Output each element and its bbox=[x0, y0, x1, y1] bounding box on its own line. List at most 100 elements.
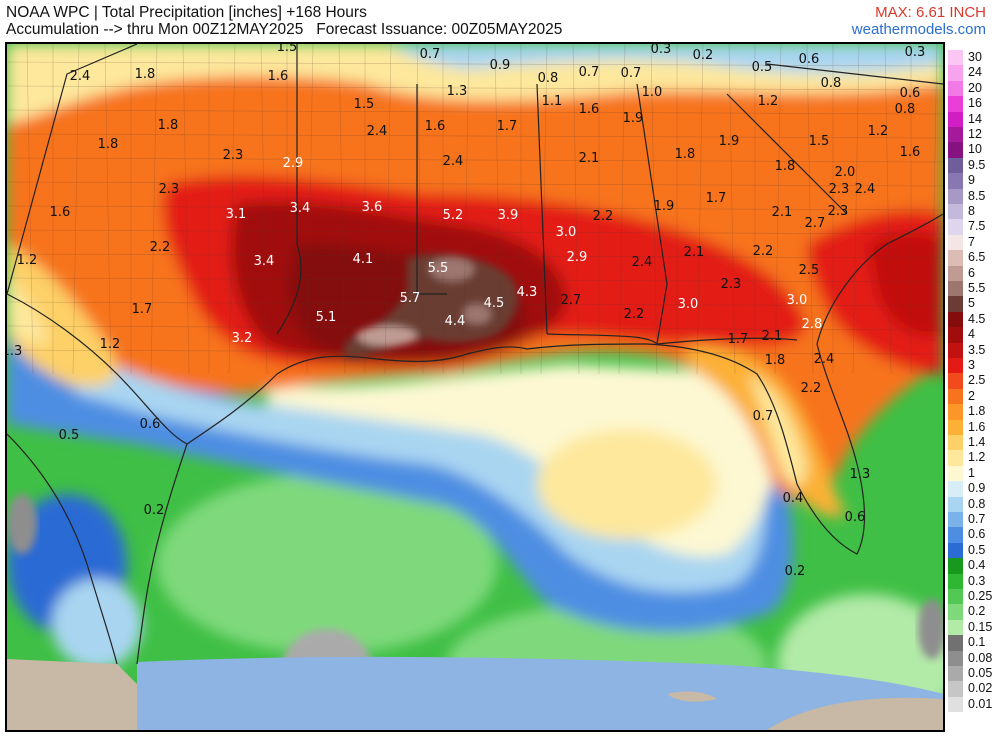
yellow-zone bbox=[537, 429, 717, 539]
legend-entry: 0.5 bbox=[948, 542, 1000, 559]
precip-value-label: 1.5 bbox=[277, 44, 298, 55]
al-ga-border bbox=[636, 83, 668, 345]
legend-entry: 2.5 bbox=[948, 373, 1000, 389]
legend-label: 0.9 bbox=[968, 481, 986, 496]
legend-label: 10 bbox=[968, 142, 982, 157]
legend-label: 0.5 bbox=[968, 542, 986, 557]
legend-label: 8 bbox=[968, 204, 975, 218]
legend-entry: 6 bbox=[948, 265, 1000, 281]
precip-value-label: 3.2 bbox=[232, 331, 253, 346]
precip-value-label: 0.5 bbox=[752, 60, 773, 75]
legend-swatch bbox=[948, 80, 963, 97]
legend-entry: 3 bbox=[948, 358, 1000, 374]
florida-yellow-zone bbox=[747, 374, 807, 487]
precip-map-canvas: 2.4 1.81.51.60.70.90.8 0.7 0.70.3 0.20.50.6 0… bbox=[7, 44, 943, 730]
precip-value-label: 2.2 bbox=[150, 240, 171, 255]
light-blue-patch bbox=[52, 579, 142, 669]
legend-swatch bbox=[948, 619, 963, 636]
legend-entry: 5.5 bbox=[948, 281, 1000, 297]
legend-entry: 5 bbox=[948, 296, 1000, 312]
site-watermark[interactable]: weathermodels.com bbox=[851, 21, 986, 38]
legend-entry: 7.5 bbox=[948, 219, 1000, 235]
legend-entry: 0.8 bbox=[948, 496, 1000, 512]
legend-swatch bbox=[948, 204, 963, 220]
legend-swatch bbox=[948, 435, 963, 451]
legend-entry: 1.8 bbox=[948, 404, 1000, 420]
precip-value-label: 2.7 bbox=[561, 293, 582, 308]
precip-value-label: 1.6 bbox=[268, 69, 289, 84]
legend-swatch bbox=[948, 96, 963, 112]
legend-swatch bbox=[948, 558, 963, 574]
precip-value-label: 0.8 bbox=[538, 71, 559, 86]
legend-swatch bbox=[948, 696, 963, 713]
legend-label: 24 bbox=[968, 65, 982, 80]
precip-value-label: 5.5 bbox=[428, 261, 449, 276]
county-line bbox=[7, 229, 943, 235]
legend-swatch bbox=[948, 589, 963, 605]
legend-swatch bbox=[948, 311, 963, 328]
mexico-dry-patch bbox=[7, 494, 37, 554]
legend-label: 0.3 bbox=[968, 573, 986, 588]
map-title: NOAA WPC | Total Precipitation [inches] … bbox=[6, 4, 367, 21]
texas-coast-west bbox=[7, 293, 188, 445]
legend-label: 20 bbox=[968, 80, 982, 95]
legend-label: 5 bbox=[968, 296, 975, 311]
max-light-brown bbox=[463, 304, 491, 324]
precip-value-label: 1.2 bbox=[100, 337, 121, 352]
nc-border bbox=[766, 63, 943, 85]
precip-value-label: 2.2 bbox=[593, 209, 614, 224]
legend-label: 5.5 bbox=[968, 281, 986, 295]
precip-value-label: 0.5 bbox=[59, 428, 80, 443]
precip-value-label: 2.4 bbox=[855, 182, 876, 197]
county-line bbox=[7, 301, 943, 307]
fl-panhandle-border bbox=[546, 333, 658, 345]
legend-label: 6 bbox=[968, 265, 975, 280]
west-pale-zone bbox=[7, 274, 47, 344]
county-line bbox=[72, 44, 80, 375]
county-grid bbox=[7, 44, 943, 375]
legend-entry: 8 bbox=[948, 204, 1000, 220]
precip-value-label: 1.2 bbox=[868, 124, 889, 139]
county-line bbox=[696, 44, 704, 375]
tx-la-border bbox=[276, 44, 302, 335]
precip-value-label: 2.1 bbox=[579, 151, 600, 166]
tx-panhandle-edge bbox=[7, 44, 138, 295]
precip-value-label: 0.7 bbox=[420, 47, 441, 62]
precip-value-label: 1.3 bbox=[7, 344, 22, 359]
legend-entry: 0.01 bbox=[948, 696, 1000, 713]
precip-value-label: 0.9 bbox=[490, 58, 511, 73]
legend-label: 0.6 bbox=[968, 527, 986, 542]
legend-entry: 20 bbox=[948, 80, 1000, 97]
county-line bbox=[7, 277, 943, 283]
legend-label: 2 bbox=[968, 388, 975, 403]
precip-value-label: 1.0 bbox=[642, 85, 663, 100]
precip-value-label: 0.3 bbox=[905, 45, 926, 60]
county-line bbox=[806, 44, 814, 375]
value-labels: 2.4 1.81.51.60.70.90.8 0.7 0.70.3 0.20.50.6 0… bbox=[7, 44, 925, 579]
legend-swatch bbox=[948, 250, 963, 266]
legend-entry: 14 bbox=[948, 111, 1000, 127]
legend-swatch bbox=[948, 188, 963, 204]
legend-swatch bbox=[948, 681, 963, 697]
legend-label: 1 bbox=[968, 465, 975, 480]
legend-swatch bbox=[948, 373, 963, 389]
legend-label: 12 bbox=[968, 127, 982, 141]
precip-value-label: 0.6 bbox=[900, 86, 921, 101]
legend-label: 1.4 bbox=[968, 435, 986, 449]
county-line bbox=[774, 44, 782, 375]
precip-value-label: 2.5 bbox=[799, 263, 820, 278]
legend-swatch bbox=[948, 327, 963, 343]
precip-value-label: 1.7 bbox=[497, 119, 518, 134]
legend-entry: 1.6 bbox=[948, 419, 1000, 435]
legend-label: 7 bbox=[968, 234, 975, 249]
legend-label: 0.4 bbox=[968, 558, 986, 573]
legend-swatch bbox=[948, 281, 963, 297]
precip-value-label: 4.3 bbox=[517, 285, 538, 300]
legend-entry: 1 bbox=[948, 465, 1000, 482]
precip-value-label: 1.9 bbox=[654, 199, 675, 214]
legend-entry: 0.02 bbox=[948, 681, 1000, 697]
precip-value-label: 0.7 bbox=[579, 65, 600, 80]
precip-value-label: 1.8 bbox=[775, 159, 796, 174]
precip-value-label: 1.6 bbox=[425, 119, 446, 134]
legend-entry: 16 bbox=[948, 96, 1000, 112]
